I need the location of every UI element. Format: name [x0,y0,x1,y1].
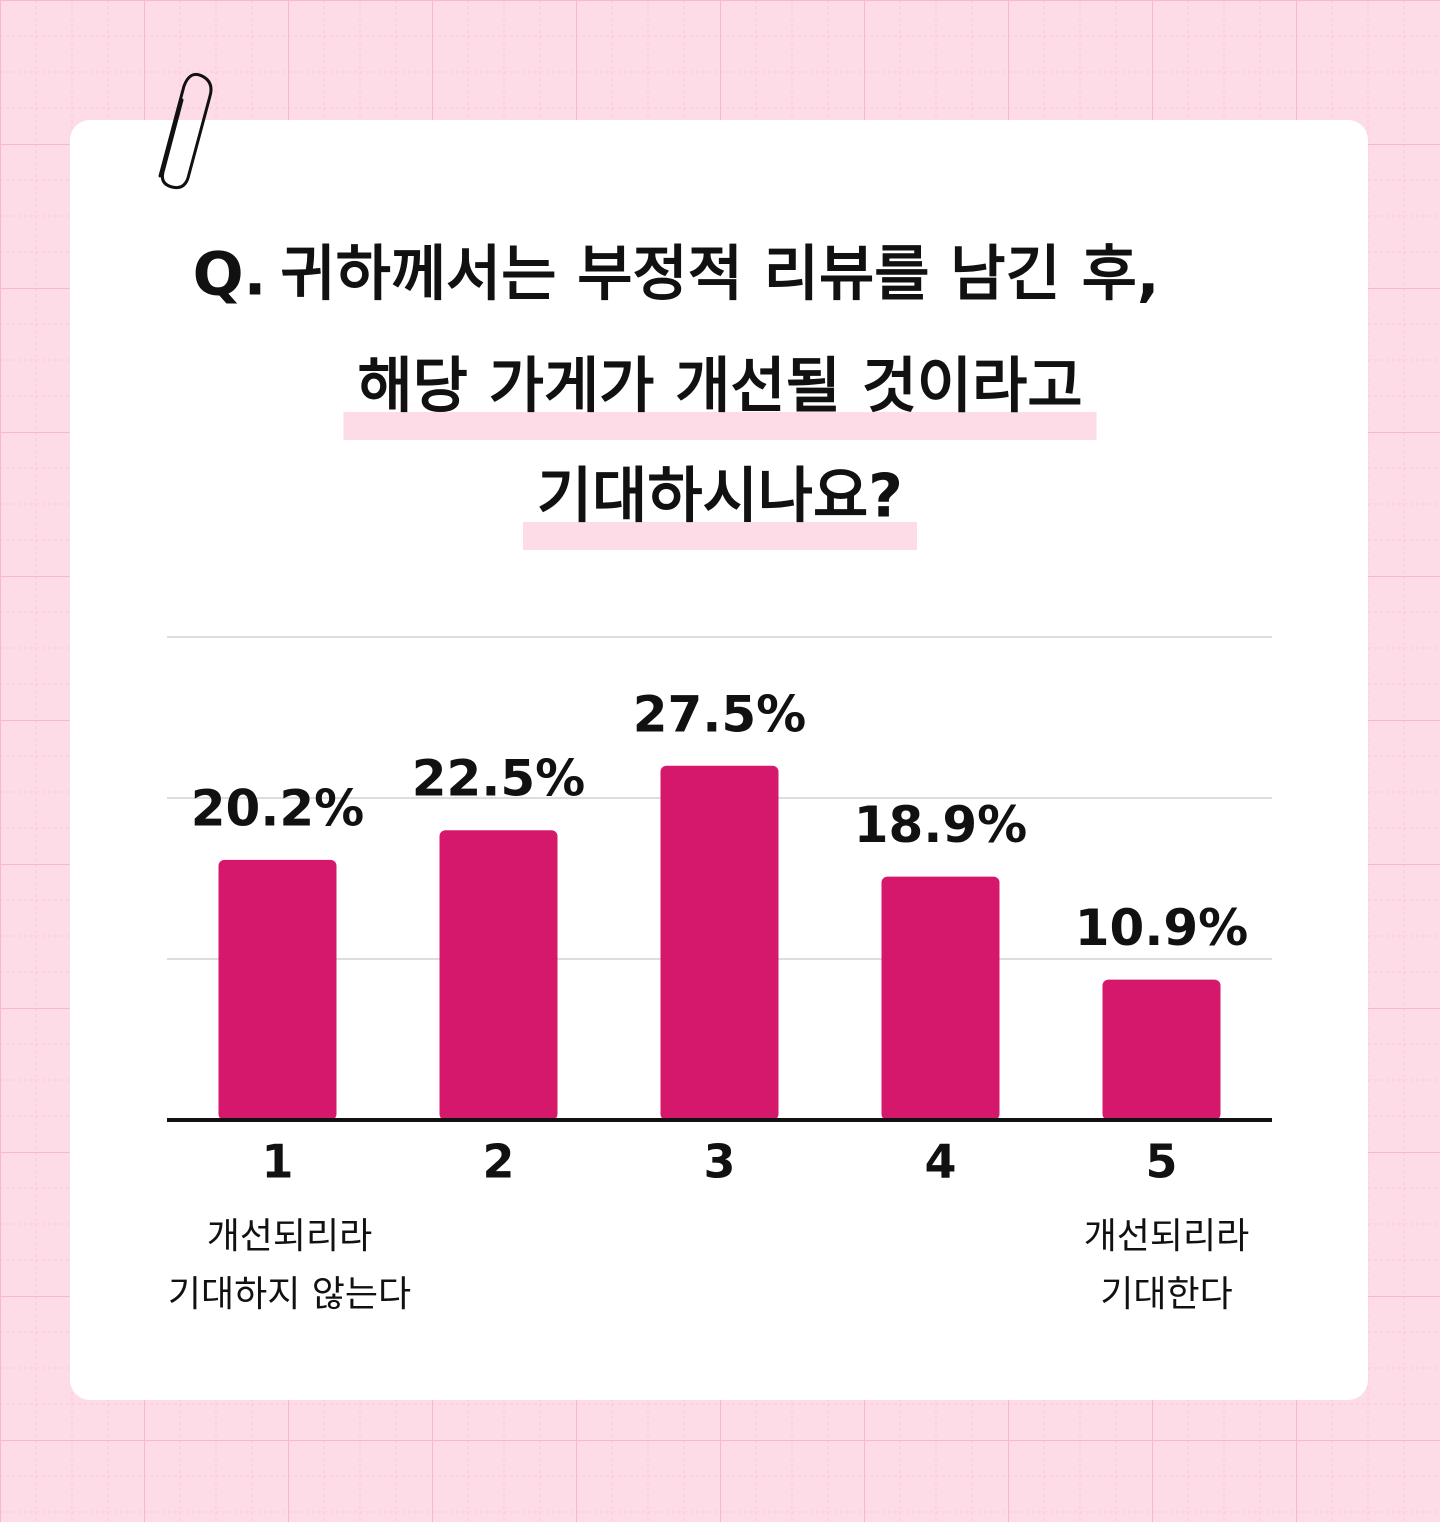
bar [1102,979,1221,1120]
card [70,120,1368,1400]
high-note: 개선되리라 [1084,1216,1250,1257]
value-label: 22.5% [412,750,585,808]
bar [218,859,337,1120]
x-tick-label: 3 [703,1135,735,1189]
title-prefix: Q. [193,240,267,310]
title-line: 해당 가게가 개선될 것이라고 [357,352,1082,422]
bar [439,830,558,1120]
low-note: 개선되리라 [207,1216,373,1257]
title-line: 귀하께서는 부정적 리뷰를 남긴 후, [280,240,1159,310]
paperclip [158,72,213,190]
low-note: 기대하지 않는다 [168,1274,411,1315]
bar [881,876,1000,1120]
x-tick-label: 2 [482,1135,514,1189]
value-label: 27.5% [633,685,806,743]
high-note: 기대한다 [1100,1274,1232,1315]
x-tick-label: 5 [1145,1135,1177,1189]
bar [660,765,779,1120]
title-highlight [522,522,918,550]
title-highlight [343,412,1097,440]
x-tick-label: 4 [924,1135,956,1189]
value-label: 18.9% [854,796,1027,854]
value-label: 10.9% [1075,899,1248,957]
value-label: 20.2% [191,779,364,837]
title-line: 기대하시나요? [537,462,903,532]
x-tick-label: 1 [261,1135,293,1189]
